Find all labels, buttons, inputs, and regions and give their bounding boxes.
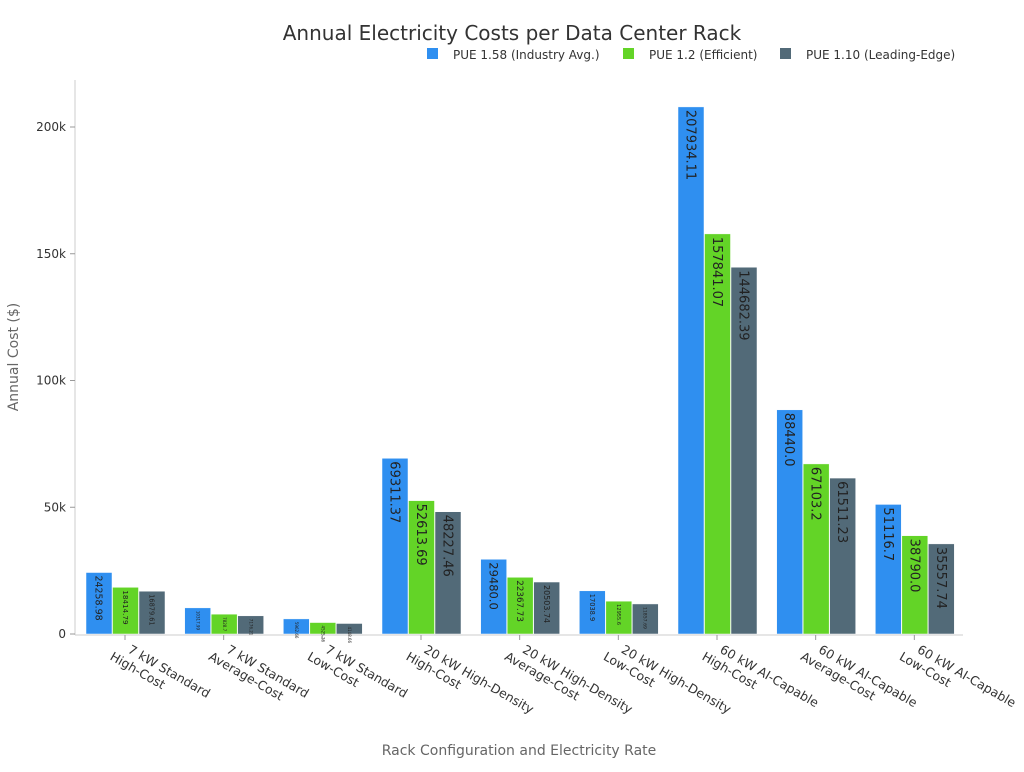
bar bbox=[408, 500, 435, 635]
x-tick-label: 20 kW High-DensityHigh-Cost bbox=[404, 636, 537, 730]
bar-value-label: 7828.7 bbox=[222, 617, 227, 631]
x-tick-label: 60 kW AI-CapableLow-Cost bbox=[897, 636, 1019, 724]
bar bbox=[632, 603, 659, 635]
bar-value-label: 67103.2 bbox=[808, 467, 823, 521]
bar bbox=[776, 409, 803, 635]
bar bbox=[704, 233, 731, 635]
bar-value-label: 7176.21 bbox=[248, 619, 253, 636]
bar bbox=[579, 590, 606, 635]
bar bbox=[184, 607, 211, 635]
bar bbox=[875, 504, 902, 635]
bar-value-label: 11857.69 bbox=[642, 607, 648, 629]
bar bbox=[283, 618, 310, 635]
bar bbox=[112, 587, 139, 635]
bar-value-label: 17038.9 bbox=[588, 594, 596, 621]
bar bbox=[480, 559, 507, 635]
bar bbox=[309, 622, 337, 635]
x-tick-label: 20 kW High-DensityAverage-Cost bbox=[502, 636, 635, 730]
legend-label: PUE 1.58 (Industry Avg.) bbox=[453, 48, 600, 62]
bar-value-label: 61511.23 bbox=[834, 481, 849, 543]
x-tick-label: 7 kW StandardLow-Cost bbox=[305, 636, 410, 714]
legend-swatch bbox=[427, 48, 438, 59]
bar-value-label: 4148.66 bbox=[347, 626, 352, 643]
bar-value-label: 5962.66 bbox=[294, 622, 299, 639]
bar-value-label: 52613.69 bbox=[413, 504, 428, 566]
x-tick-label: 20 kW High-DensityLow-Cost bbox=[601, 636, 734, 730]
bar bbox=[237, 615, 264, 635]
bar-value-label: 69311.37 bbox=[386, 461, 401, 523]
bar bbox=[506, 577, 534, 635]
legend-label: PUE 1.10 (Leading-Edge) bbox=[806, 48, 955, 62]
bar bbox=[802, 463, 830, 635]
x-axis-ticks: 7 kW StandardHigh-Cost 7 kW StandardAvera… bbox=[108, 635, 1019, 730]
bar-value-label: 144682.39 bbox=[735, 270, 750, 340]
bar-value-label: 207934.11 bbox=[682, 110, 697, 180]
x-tick-label: 7 kW StandardHigh-Cost bbox=[108, 636, 213, 714]
bar bbox=[138, 590, 166, 635]
bar bbox=[533, 581, 560, 635]
legend: PUE 1.58 (Industry Avg.) PUE 1.2 (Efficie… bbox=[427, 48, 955, 62]
bar-value-label: 35557.74 bbox=[933, 547, 948, 609]
bar-value-label: 16879.61 bbox=[148, 594, 156, 625]
y-tick-label: 0 bbox=[58, 627, 66, 641]
bar bbox=[210, 613, 238, 635]
bar bbox=[829, 477, 856, 635]
y-tick-label: 100k bbox=[36, 374, 66, 388]
bar-value-label: 29480.0 bbox=[487, 562, 501, 610]
bar bbox=[434, 511, 462, 635]
bar-value-label: 51116.7 bbox=[880, 507, 895, 561]
bar bbox=[336, 623, 363, 635]
bar bbox=[730, 266, 758, 635]
bar bbox=[677, 106, 705, 635]
bar bbox=[605, 600, 633, 635]
y-tick-label: 150k bbox=[36, 247, 66, 261]
x-tick-label: 60 kW AI-CapableAverage-Cost bbox=[798, 636, 920, 724]
y-axis-label: Annual Cost ($) bbox=[6, 303, 22, 412]
x-axis-label: Rack Configuration and Electricity Rate bbox=[382, 743, 657, 759]
bar bbox=[928, 543, 955, 635]
legend-swatch bbox=[623, 48, 634, 59]
bar-value-label: 22367.73 bbox=[514, 580, 524, 622]
bar bbox=[381, 458, 409, 635]
legend-label: PUE 1.2 (Efficient) bbox=[649, 48, 758, 62]
bar-value-label: 12955.6 bbox=[615, 604, 621, 625]
bars: 24258.98 18414.79 16879.61 10317.99 7828.7 71… bbox=[85, 106, 955, 643]
y-axis-ticks: 0 50k 100k 150k 200k bbox=[36, 120, 75, 641]
x-tick-label: 7 kW StandardAverage-Cost bbox=[206, 636, 311, 714]
bar-value-label: 18414.79 bbox=[121, 590, 130, 625]
bar-value-label: 4525.26 bbox=[320, 626, 325, 643]
legend-swatch bbox=[780, 48, 791, 59]
bar-value-label: 10317.99 bbox=[195, 611, 200, 631]
bar bbox=[901, 535, 929, 635]
bar-value-label: 20503.74 bbox=[542, 585, 551, 623]
bar-value-label: 38790.0 bbox=[906, 539, 921, 593]
bar-value-label: 88440.0 bbox=[781, 413, 796, 467]
y-tick-label: 50k bbox=[44, 500, 66, 514]
bar-value-label: 157841.07 bbox=[709, 237, 724, 307]
chart-title: Annual Electricity Costs per Data Center… bbox=[283, 21, 742, 45]
y-tick-label: 200k bbox=[36, 120, 66, 134]
bar-value-label: 24258.98 bbox=[93, 576, 104, 621]
bar-value-label: 48227.46 bbox=[439, 515, 454, 577]
bar bbox=[85, 572, 113, 635]
